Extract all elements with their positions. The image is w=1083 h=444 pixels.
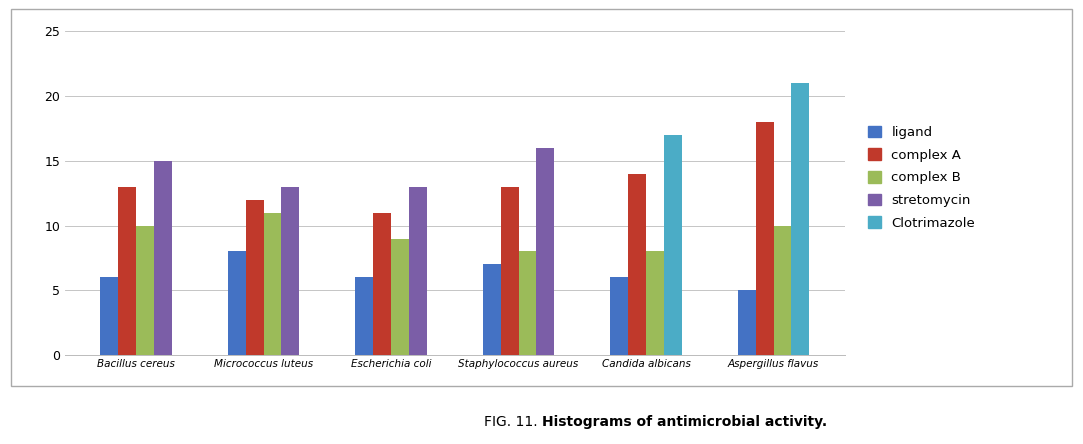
Bar [374,213,391,355]
Bar [773,226,792,355]
Legend: ligand, complex A, complex B, stretomycin, Clotrimazole: ligand, complex A, complex B, stretomyci… [867,126,975,230]
Bar [263,213,282,355]
Bar [519,251,536,355]
Text: Histograms of antimicrobial activity.: Histograms of antimicrobial activity. [542,415,826,429]
Bar [391,238,409,355]
Bar [500,186,519,355]
Bar [355,278,374,355]
Bar [628,174,647,355]
Bar [792,83,809,355]
Bar [136,226,154,355]
Bar [647,251,664,355]
Bar [756,122,773,355]
Bar [738,290,756,355]
Bar [536,148,554,355]
Bar [409,186,427,355]
Bar [101,278,118,355]
Bar [118,186,136,355]
Bar [483,265,500,355]
Bar [611,278,628,355]
Bar [154,161,172,355]
Bar [227,251,246,355]
Text: FIG. 11.: FIG. 11. [483,415,542,429]
Bar [282,186,299,355]
Bar [664,135,682,355]
Bar [246,200,263,355]
